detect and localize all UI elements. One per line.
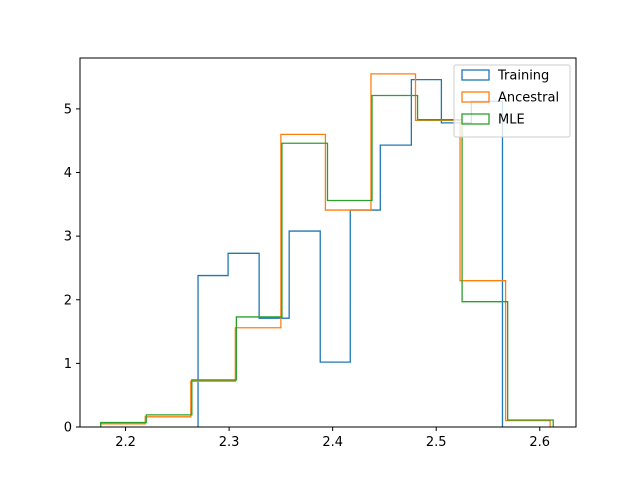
legend-box xyxy=(453,64,571,138)
y-tick-label: 0 xyxy=(64,421,72,436)
y-tick-label: 4 xyxy=(64,166,72,181)
x-tick-label: 2.2 xyxy=(115,435,136,450)
x-tick-label: 2.5 xyxy=(426,435,447,450)
y-tick-label: 1 xyxy=(64,357,72,372)
legend-label-mle: MLE xyxy=(498,113,525,128)
legend-swatch-ancestral xyxy=(461,91,490,103)
y-tick-label: 3 xyxy=(64,230,72,245)
plot-frame xyxy=(79,57,577,428)
legend-swatch-training xyxy=(461,69,490,81)
legend-items: Training Ancestral MLE xyxy=(461,69,559,128)
legend-label-ancestral: Ancestral xyxy=(498,91,559,106)
legend-swatch-mle xyxy=(461,113,490,125)
legend: Training Ancestral MLE xyxy=(453,64,571,138)
series-ancestral-step-line xyxy=(100,73,551,427)
y-tick-label: 5 xyxy=(64,102,72,117)
x-axis: 2.2 2.3 2.4 2.5 2.6 xyxy=(115,427,550,450)
x-tick-label: 2.4 xyxy=(322,435,343,450)
x-tick-label: 2.3 xyxy=(219,435,240,450)
legend-label-training: Training xyxy=(497,69,549,84)
y-axis: 0 1 2 3 4 5 xyxy=(64,102,80,436)
series-mle-step-line xyxy=(100,94,554,427)
x-tick-label: 2.6 xyxy=(529,435,550,450)
y-tick-label: 2 xyxy=(64,293,72,308)
